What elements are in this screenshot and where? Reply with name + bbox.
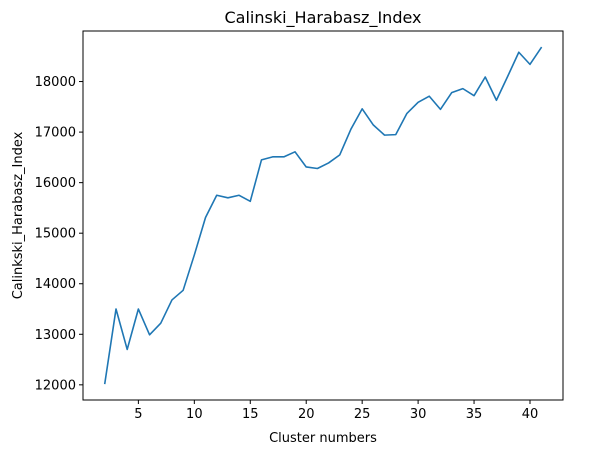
y-tick-label: 15000 — [35, 227, 76, 242]
x-tick-label: 20 — [298, 407, 315, 422]
x-tick-label: 30 — [410, 407, 427, 422]
y-tick-label: 17000 — [35, 126, 76, 141]
y-axis-label: Calinkski_Harabasz_Index — [11, 131, 26, 299]
x-tick-label: 40 — [522, 407, 539, 422]
plot-frame — [82, 30, 564, 401]
chart-title: Calinski_Harabasz_Index — [224, 8, 421, 28]
y-tick-label: 14000 — [35, 277, 76, 292]
y-tick-label: 13000 — [35, 328, 76, 343]
x-tick-label: 15 — [242, 407, 259, 422]
x-tick-label: 10 — [186, 407, 203, 422]
y-axis-ticks: 12000 13000 14000 15000 16000 17000 18000 — [35, 75, 83, 393]
y-tick-label: 12000 — [35, 378, 76, 393]
x-tick-label: 35 — [466, 407, 483, 422]
y-tick-label: 16000 — [35, 176, 76, 191]
y-tick-label: 18000 — [35, 75, 76, 90]
x-axis-label: Cluster numbers — [269, 431, 377, 446]
x-axis-ticks: 5 10 15 20 25 30 35 40 — [134, 400, 538, 422]
series-line — [103, 46, 543, 385]
x-tick-label: 5 — [134, 407, 142, 422]
x-tick-label: 25 — [354, 407, 371, 422]
